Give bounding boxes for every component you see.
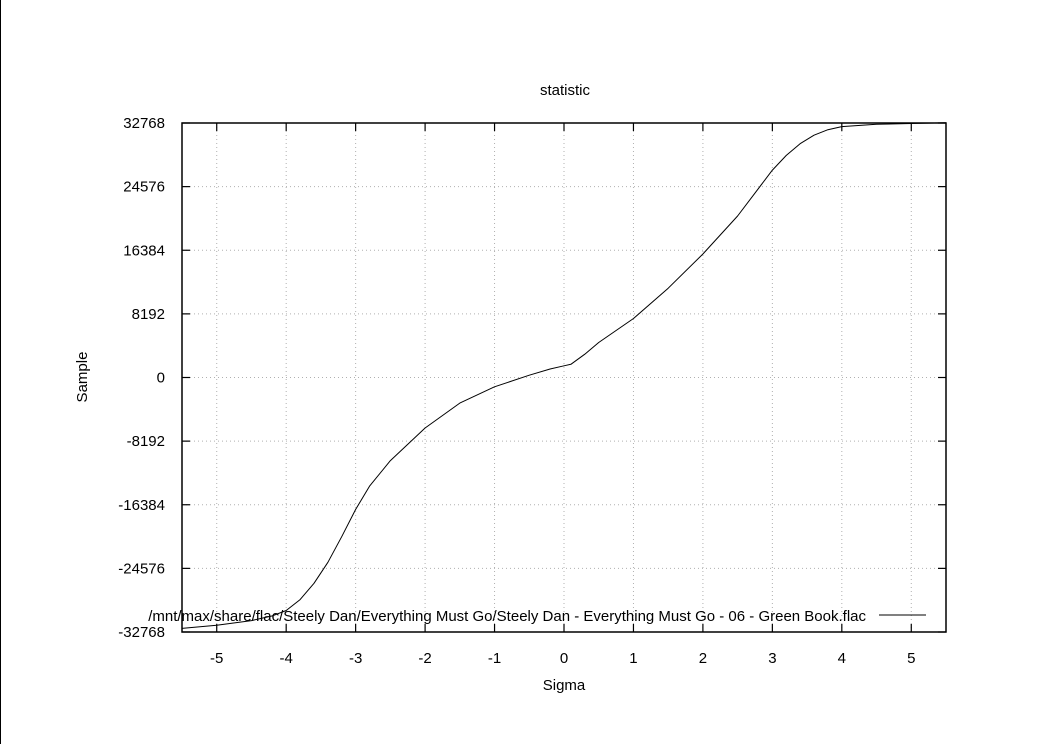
x-tick-label: 0	[560, 650, 568, 667]
y-tick-label: 32768	[123, 115, 165, 132]
y-tick-label: -24576	[118, 560, 165, 577]
tick-labels: -5 -4 -3 -2 -1 0 1 2 3 4 5 32768 24576 16384 8192 0 -819…	[118, 115, 915, 667]
x-tick-label: -3	[349, 650, 362, 667]
x-tick-label: -2	[418, 650, 431, 667]
y-tick-label: 0	[157, 370, 165, 387]
y-tick-label: -8192	[127, 433, 165, 450]
y-axis-label: Sample	[74, 352, 91, 403]
x-tick-label: 4	[838, 650, 846, 667]
series-layer	[181, 122, 947, 629]
y-tick-label: -16384	[118, 497, 165, 514]
x-tick-label: 5	[907, 650, 915, 667]
x-tick-label: -1	[488, 650, 501, 667]
legend-entry-label: /mnt/max/share/flac/Steely Dan/Everythin…	[148, 608, 866, 625]
x-tick-label: -4	[280, 650, 293, 667]
x-tick-label: -5	[210, 650, 223, 667]
x-axis-label: Sigma	[543, 677, 586, 694]
grid	[182, 122, 946, 633]
y-tick-label: -32768	[118, 624, 165, 641]
ticks	[182, 122, 946, 633]
y-tick-label: 24576	[123, 179, 165, 196]
legend: /mnt/max/share/flac/Steely Dan/Everythin…	[148, 608, 926, 625]
series-line	[181, 122, 947, 629]
y-tick-label: 16384	[123, 242, 165, 259]
window-left-border	[0, 0, 1, 744]
x-tick-label: 1	[629, 650, 637, 667]
x-tick-label: 3	[768, 650, 776, 667]
y-tick-label: 8192	[132, 306, 165, 323]
x-tick-label: 2	[699, 650, 707, 667]
chart-title: statistic	[540, 82, 591, 99]
